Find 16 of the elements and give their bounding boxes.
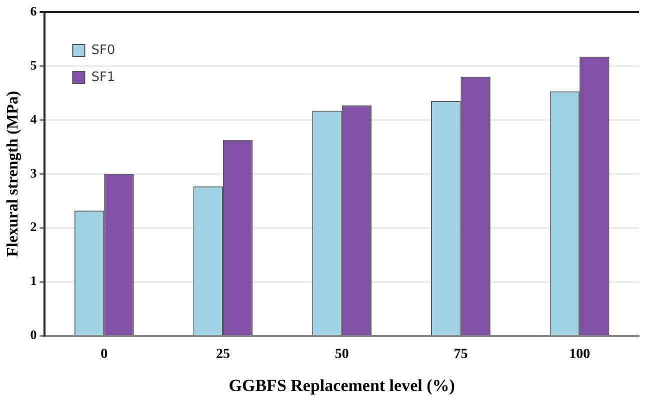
y-axis-title: Flexural strength (MPa) [4,90,22,257]
y-tick-label: 2 [30,219,37,234]
x-tick-label: 100 [569,346,590,362]
y-tick-label: 6 [30,3,38,18]
y-tick-label: 3 [30,165,38,180]
legend-label: SF1 [91,70,116,85]
y-tick-label: 5 [30,57,38,72]
y-tick-label: 1 [30,273,37,288]
x-tick-label: 0 [100,346,108,362]
y-tick-label: 0 [30,327,37,342]
x-tick-label: 25 [216,346,230,362]
x-tick-label: 50 [334,346,349,362]
x-tick-label: 75 [454,346,468,362]
legend-label: SF0 [91,42,116,58]
y-tick-label: 4 [30,111,38,126]
x-axis-title: GGBFS Replacement level (%) [228,376,455,396]
